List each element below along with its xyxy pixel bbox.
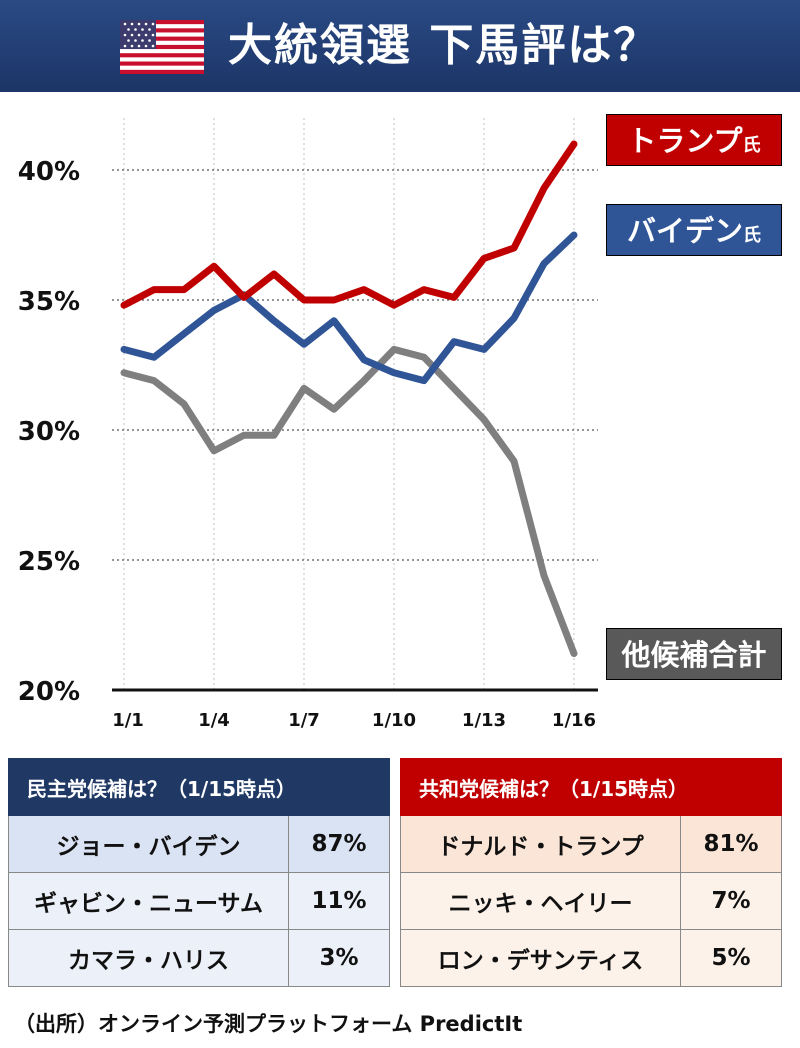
- table-row: ドナルド・トランプ 81%: [400, 815, 782, 873]
- table-row: ギャビン・ニューサム 11%: [8, 872, 390, 930]
- x-tick-label: 1/7: [288, 710, 320, 731]
- republican-table-header: 共和党候補は？（1/15時点）: [400, 758, 782, 816]
- us-flag-icon: [120, 20, 204, 74]
- candidate-pct: 11%: [288, 872, 390, 930]
- y-tick-label: 20%: [18, 677, 80, 707]
- candidate-name: ニッキ・ヘイリー: [400, 872, 681, 930]
- candidate-name: ドナルド・トランプ: [400, 815, 681, 873]
- candidate-name: カマラ・ハリス: [8, 929, 289, 987]
- table-row: ジョー・バイデン 87%: [8, 815, 390, 873]
- y-tick-label: 30%: [18, 417, 80, 447]
- democrat-table: 民主党候補は？（1/15時点） ジョー・バイデン 87% ギャビン・ニューサム 11…: [8, 758, 390, 987]
- series-line-others: [120, 345, 578, 658]
- candidate-name: ロン・デサンティス: [400, 929, 681, 987]
- table-row: カマラ・ハリス 3%: [8, 929, 390, 987]
- candidate-pct: 81%: [680, 815, 782, 873]
- x-tick-label: 1/1: [112, 710, 144, 731]
- democrat-table-header: 民主党候補は？（1/15時点）: [8, 758, 390, 816]
- candidate-pct: 7%: [680, 872, 782, 930]
- chart-canvas: 20% 25% 30% 35% 40% 1/1 1/4 1/7 1/10 1/13 1/16: [18, 118, 598, 731]
- series-line-biden: [120, 231, 578, 385]
- candidate-name: ジョー・バイデン: [8, 815, 289, 873]
- legend-trump: トランプ氏: [606, 114, 782, 166]
- x-tick-label: 1/10: [372, 710, 416, 731]
- republican-table: 共和党候補は？（1/15時点） ドナルド・トランプ 81% ニッキ・ヘイリー 7% …: [400, 758, 782, 987]
- line-chart: 20% 25% 30% 35% 40% 1/1 1/4 1/7 1/10 1/13 1/16 トラン…: [0, 92, 800, 742]
- candidate-pct: 3%: [288, 929, 390, 987]
- table-row: ロン・デサンティス 5%: [400, 929, 782, 987]
- candidate-name: ギャビン・ニューサム: [8, 872, 289, 930]
- source-note: （出所）オンライン予測プラットフォーム PredictIt: [14, 1012, 523, 1036]
- candidate-pct: 5%: [680, 929, 782, 987]
- legend-biden: バイデン氏: [606, 204, 782, 256]
- y-tick-label: 35%: [18, 287, 80, 317]
- x-tick-label: 1/4: [198, 710, 230, 731]
- x-tick-label: 1/13: [462, 710, 506, 731]
- series-line-trump: [120, 140, 578, 309]
- table-row: ニッキ・ヘイリー 7%: [400, 872, 782, 930]
- legend-others: 他候補合計: [606, 628, 782, 680]
- page-title: 大統領選 下馬評は？: [228, 20, 660, 71]
- x-tick-label: 1/16: [552, 710, 596, 731]
- y-tick-label: 40%: [18, 157, 80, 187]
- candidate-pct: 87%: [288, 815, 390, 873]
- y-tick-label: 25%: [18, 547, 80, 577]
- header-banner: 大統領選 下馬評は？: [0, 0, 800, 92]
